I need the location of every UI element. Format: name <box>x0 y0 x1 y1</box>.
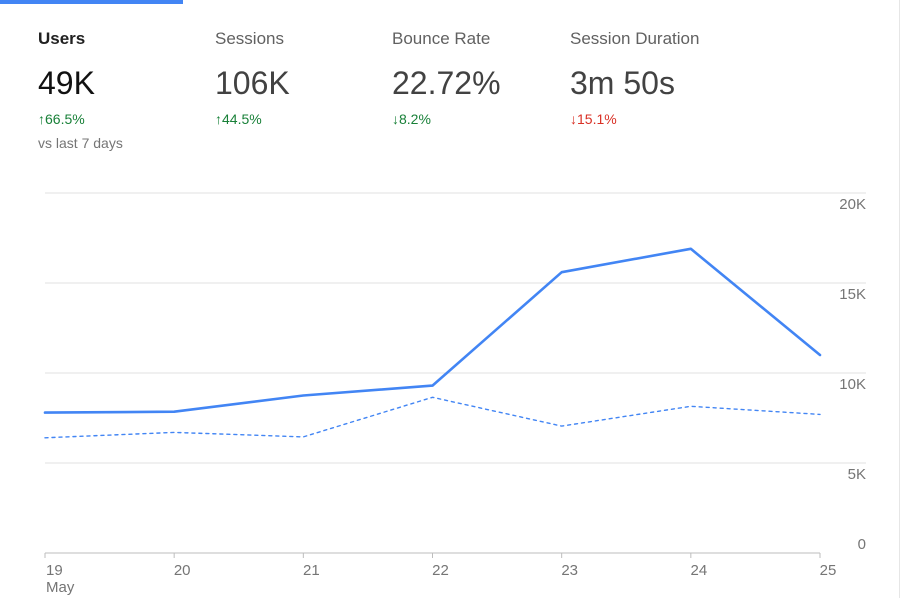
arrow-up-icon: ↑ <box>215 111 222 127</box>
arrow-down-icon: ↓ <box>392 111 399 127</box>
metric-change: ↑44.5% <box>215 110 290 128</box>
metric-tab-bounce-rate[interactable]: Bounce Rate 22.72% ↓8.2% <box>392 28 501 128</box>
metric-tab-session-duration[interactable]: Session Duration 3m 50s ↓15.1% <box>570 28 699 128</box>
metric-label: Sessions <box>215 29 284 48</box>
y-tick-label: 10K <box>839 376 866 393</box>
metric-change: ↓8.2% <box>392 110 501 128</box>
metric-value: 3m 50s <box>570 65 675 101</box>
metric-change-value: 8.2% <box>399 111 431 127</box>
x-tick-label: 23 <box>561 562 578 579</box>
active-tab-indicator <box>0 0 183 4</box>
metric-label: Bounce Rate <box>392 29 491 48</box>
y-tick-label: 15K <box>839 286 866 303</box>
metric-value: 22.72% <box>392 65 501 101</box>
y-tick-label: 20K <box>839 196 866 213</box>
metric-change-value: 66.5% <box>45 111 85 127</box>
x-tick-label: 24 <box>690 562 707 579</box>
x-tick-sublabel: May <box>46 579 75 596</box>
metric-change-value: 15.1% <box>577 111 617 127</box>
metric-value: 49K <box>38 65 95 101</box>
metric-tab-users[interactable]: Users 49K ↑66.5% vs last 7 days <box>38 28 123 152</box>
metric-tab-sessions[interactable]: Sessions 106K ↑44.5% <box>215 28 290 128</box>
x-tick-label: 19 <box>46 562 63 579</box>
y-tick-label: 0 <box>858 536 866 553</box>
y-tick-label: 5K <box>848 466 866 483</box>
series-line-current <box>43 247 822 414</box>
metric-label: Session Duration <box>570 29 700 48</box>
series-line-previous <box>44 396 821 439</box>
metric-change: ↑66.5% <box>38 110 123 128</box>
arrow-down-icon: ↓ <box>570 111 577 127</box>
x-tick-label: 20 <box>174 562 191 579</box>
metric-value: 106K <box>215 65 290 101</box>
x-tick-label: 21 <box>303 562 320 579</box>
metric-label: Users <box>38 29 86 48</box>
x-tick-label: 25 <box>820 562 837 579</box>
metric-change: ↓15.1% <box>570 110 699 128</box>
arrow-up-icon: ↑ <box>38 111 45 127</box>
x-tick-label: 22 <box>432 562 449 579</box>
comparison-period-label: vs last 7 days <box>38 135 123 151</box>
metric-change-value: 44.5% <box>222 111 262 127</box>
